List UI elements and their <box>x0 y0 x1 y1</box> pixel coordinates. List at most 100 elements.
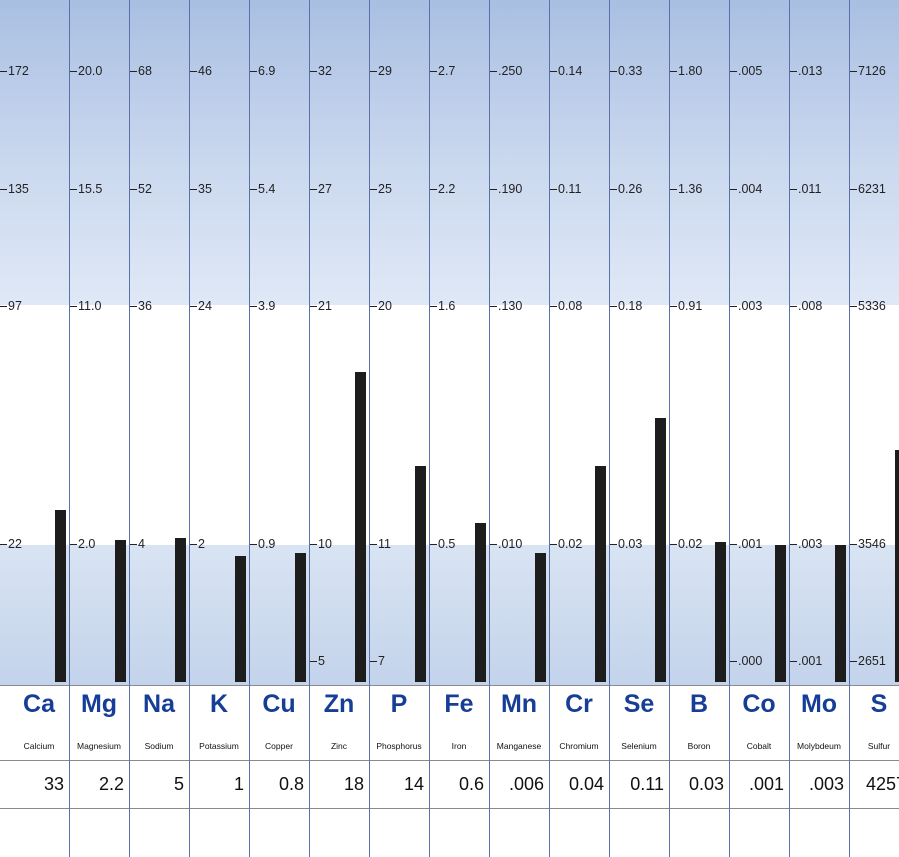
scale-tick-label: 1.6 <box>430 299 455 313</box>
element-symbol: Na <box>143 690 175 718</box>
scale-tick-label: 6.9 <box>250 64 275 78</box>
scale-tick-label: 11 <box>370 537 391 551</box>
scale-tick-label: 15.5 <box>70 182 102 196</box>
element-name: Sodium <box>144 741 174 751</box>
scale-tick-label: .130 <box>490 299 522 313</box>
element-name: Iron <box>451 741 467 751</box>
element-value: 1 <box>233 774 244 794</box>
scale-tick-label: 3546 <box>850 537 886 551</box>
band-top <box>0 0 899 305</box>
column-divider <box>789 0 790 857</box>
bar-chromium <box>595 465 606 682</box>
scale-tick-label: .010 <box>490 537 522 551</box>
scale-tick-label: 0.08 <box>550 299 582 313</box>
element-value: 14 <box>403 774 424 794</box>
bar-zinc <box>355 371 366 682</box>
scale-tick-label: 0.9 <box>250 537 275 551</box>
scale-tick-label: 32 <box>310 64 332 78</box>
scale-tick-label: .003 <box>730 299 762 313</box>
column-divider <box>729 0 730 857</box>
scale-tick-label: 27 <box>310 182 332 196</box>
scale-tick-label: 25 <box>370 182 392 196</box>
element-symbol: Mg <box>80 690 118 718</box>
element-symbol: Ca <box>23 690 55 718</box>
column-divider <box>69 0 70 857</box>
scale-tick-label: 5336 <box>850 299 886 313</box>
scale-tick-label: 46 <box>190 64 212 78</box>
scale-tick-label: 36 <box>130 299 152 313</box>
scale-tick-label: 2.0 <box>70 537 95 551</box>
element-value: 18 <box>343 774 364 794</box>
scale-tick-label: 5.4 <box>250 182 275 196</box>
bar-cobalt <box>775 545 786 682</box>
element-value: .006 <box>508 774 544 794</box>
scale-tick-label: 3.9 <box>250 299 275 313</box>
scale-tick-label: 4 <box>130 537 145 551</box>
row-divider-top <box>0 685 899 686</box>
scale-tick-label: 0.11 <box>550 182 581 196</box>
scale-tick-label: 52 <box>130 182 152 196</box>
bar-sodium <box>175 537 186 682</box>
bar-manganese <box>535 552 546 682</box>
scale-tick-label: .005 <box>730 64 762 78</box>
scale-tick-label: 0.18 <box>610 299 642 313</box>
element-name: Boron <box>687 741 711 751</box>
element-name: Magnesium <box>77 741 121 751</box>
column-divider <box>849 0 850 857</box>
scale-tick-label: .001 <box>790 654 822 668</box>
scale-tick-label: .011 <box>790 182 821 196</box>
element-name: Chromium <box>559 741 599 751</box>
bar-phosphorus <box>415 465 426 682</box>
element-value: 4257 <box>865 774 899 794</box>
element-symbol: Co <box>742 690 776 718</box>
scale-tick-label: .013 <box>790 64 822 78</box>
element-name: Zinc <box>330 741 348 751</box>
element-value: 0.6 <box>458 774 484 794</box>
scale-tick-label: 1.36 <box>670 182 702 196</box>
element-value: 5 <box>173 774 184 794</box>
column-divider <box>129 0 130 857</box>
column-divider <box>249 0 250 857</box>
column-divider <box>609 0 610 857</box>
scale-tick-label: 24 <box>190 299 212 313</box>
scale-tick-label: 172 <box>0 64 29 78</box>
element-symbol: Mn <box>500 690 538 718</box>
element-name: Manganese <box>496 741 542 751</box>
element-value: 0.8 <box>278 774 304 794</box>
element-symbol: Cr <box>565 690 593 718</box>
column-divider <box>189 0 190 857</box>
element-name: Selenium <box>621 741 657 751</box>
element-symbol: P <box>390 690 408 718</box>
scale-tick-label: .003 <box>790 537 822 551</box>
scale-tick-label: 35 <box>190 182 212 196</box>
element-symbol: K <box>209 690 229 718</box>
bar-iron <box>475 523 486 682</box>
scale-tick-label: .250 <box>490 64 522 78</box>
scale-tick-label: .190 <box>490 182 522 196</box>
element-symbol: Zn <box>323 690 355 718</box>
scale-tick-label: 0.26 <box>610 182 642 196</box>
element-value: 2.2 <box>98 774 124 794</box>
scale-tick-label: 2.2 <box>430 182 455 196</box>
scale-tick-label: 29 <box>370 64 392 78</box>
bar-molybdeum <box>835 545 846 682</box>
element-symbol: Se <box>623 690 655 718</box>
bar-magnesium <box>115 539 126 682</box>
element-name: Phosphorus <box>376 741 422 751</box>
scale-tick-label: .004 <box>730 182 762 196</box>
bar-calcium <box>55 510 66 682</box>
element-symbol: S <box>870 690 888 718</box>
element-name: Potassium <box>199 741 239 751</box>
scale-tick-label: 21 <box>310 299 332 313</box>
element-value: .001 <box>748 774 784 794</box>
scale-tick-label: 0.91 <box>670 299 702 313</box>
element-value: 0.11 <box>630 774 664 794</box>
scale-tick-label: 0.02 <box>670 537 702 551</box>
element-symbol: B <box>689 690 709 718</box>
element-value: 33 <box>43 774 64 794</box>
scale-tick-label: 0.14 <box>550 64 582 78</box>
bar-selenium <box>655 418 666 682</box>
scale-tick-label: 0.33 <box>610 64 642 78</box>
element-name: Sulfur <box>867 741 891 751</box>
column-divider <box>549 0 550 857</box>
